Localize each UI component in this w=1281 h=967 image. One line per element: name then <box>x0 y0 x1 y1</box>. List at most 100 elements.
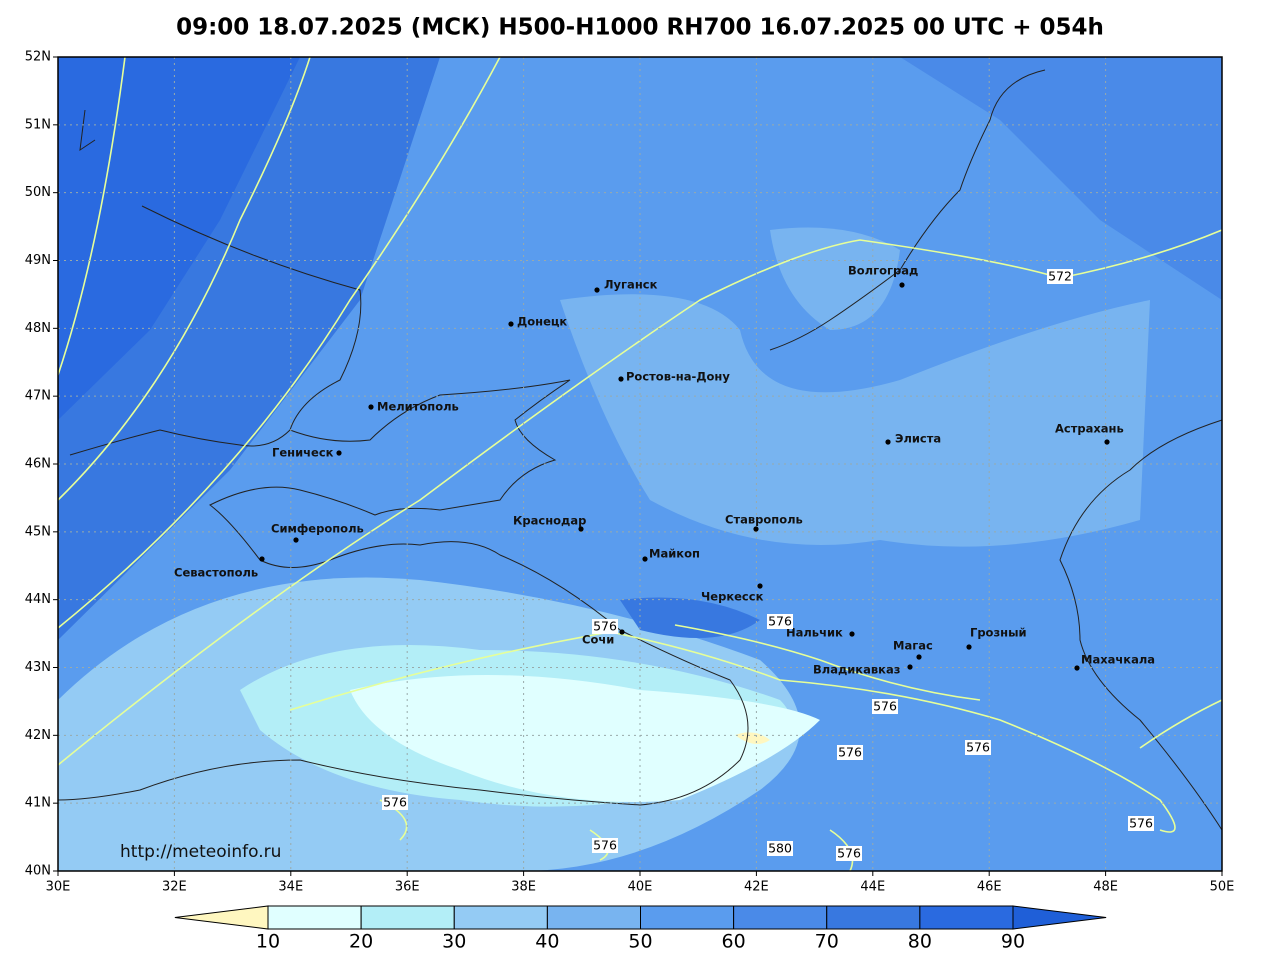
y-tick-label: 47N <box>25 389 51 404</box>
y-tick-label: 50N <box>25 185 51 200</box>
contour-label: 576 <box>383 795 407 810</box>
city-dot <box>508 321 514 327</box>
city-dot <box>753 526 759 532</box>
y-tick-label: 49N <box>25 253 51 268</box>
y-tick-label: 43N <box>25 660 51 675</box>
contour-label: 576 <box>593 619 617 634</box>
y-tick-label: 45N <box>25 524 51 539</box>
city-label: Ростов-на-Дону <box>626 370 730 384</box>
contour-label-box <box>767 614 793 629</box>
city-dot <box>916 654 922 660</box>
city-dot <box>757 583 763 589</box>
city-dot <box>899 282 905 288</box>
colorbar-tick-label: 50 <box>628 931 652 953</box>
city-dot <box>619 629 625 635</box>
x-tick-label: 30E <box>46 880 71 895</box>
y-tick-label: 52N <box>25 50 51 65</box>
city-dot <box>293 537 299 543</box>
contour-label: 576 <box>1129 816 1153 831</box>
city-dot <box>594 287 600 293</box>
city-label: Владикавказ <box>813 663 900 677</box>
city-label: Грозный <box>970 626 1027 640</box>
contour-label-box <box>592 838 618 853</box>
colorbar-tick-label: 90 <box>1001 931 1025 953</box>
y-tick-label: 46N <box>25 457 51 472</box>
colorbar-tick-label: 60 <box>722 931 746 953</box>
x-tick-label: 46E <box>977 880 1002 895</box>
city-label: Сочи <box>582 633 614 647</box>
x-tick-label: 38E <box>511 880 536 895</box>
colorbar-box <box>733 905 828 930</box>
graticule <box>58 57 1222 871</box>
x-tick-label: 44E <box>860 880 885 895</box>
contour-label-box <box>1047 269 1073 284</box>
city-dot <box>1074 665 1080 671</box>
city-label: Ставрополь <box>725 513 803 527</box>
city-label: Луганск <box>604 278 658 292</box>
city-label: Мелитополь <box>377 400 459 414</box>
contour-label: 576 <box>838 745 862 760</box>
contour-label-box <box>837 745 863 760</box>
colorbar-box <box>546 905 641 930</box>
contour-label: 580 <box>768 841 792 856</box>
y-tick-label: 44N <box>25 592 51 607</box>
contour-label: 576 <box>593 838 617 853</box>
city-dot <box>578 526 584 532</box>
city-label: Магас <box>893 639 933 653</box>
contour-label: 576 <box>966 740 990 755</box>
y-tick-label: 42N <box>25 728 51 743</box>
city-dot <box>336 450 342 456</box>
colorbar-box <box>453 905 548 930</box>
city-label: Черкесск <box>701 590 764 604</box>
city-label: Краснодар <box>513 514 586 528</box>
colorbar-tick-label: 80 <box>908 931 932 953</box>
colorbar-under <box>174 905 269 930</box>
colorbar-box <box>360 905 455 930</box>
colorbar-tick-label: 20 <box>349 931 373 953</box>
colorbar-tick-label: 40 <box>535 931 559 953</box>
colorbar-box <box>919 905 1014 930</box>
title: 09:00 18.07.2025 (МСК) H500-H1000 RH700 … <box>176 15 1104 41</box>
city-label: Симферополь <box>271 522 364 536</box>
city-dot <box>966 644 972 650</box>
city-label: Донецк <box>517 315 567 329</box>
city-label: Нальчик <box>786 626 843 640</box>
y-tick-label: 41N <box>25 796 51 811</box>
contour-label: 576 <box>837 846 861 861</box>
city-dot <box>259 556 265 562</box>
city-label: Севастополь <box>174 566 258 580</box>
contour-label-box <box>592 619 618 634</box>
x-tick-label: 32E <box>162 880 187 895</box>
colorbar-tick-label: 70 <box>815 931 839 953</box>
city-label: Элиста <box>895 432 941 446</box>
contour-label-box <box>767 841 793 856</box>
contour-label-box <box>965 740 991 755</box>
source-url: http://meteoinfo.ru <box>120 842 281 862</box>
x-tick-label: 48E <box>1093 880 1118 895</box>
city-dot <box>849 631 855 637</box>
x-tick-label: 40E <box>628 880 653 895</box>
contour-label: 576 <box>768 614 792 629</box>
city-label: Майкоп <box>649 547 700 561</box>
contour-label: 576 <box>873 699 897 714</box>
city-dot <box>618 376 624 382</box>
city-label: Махачкала <box>1081 653 1155 667</box>
city-dot <box>642 556 648 562</box>
colorbar-tick-label: 10 <box>256 931 280 953</box>
city-dot <box>885 439 891 445</box>
coastlines <box>57 69 1223 831</box>
contour-label-box <box>382 795 408 810</box>
x-tick-label: 50E <box>1210 880 1235 895</box>
colorbar-tick-label: 30 <box>442 931 466 953</box>
city-dot <box>907 664 913 670</box>
y-tick-label: 40N <box>25 864 51 879</box>
contour-label-box <box>872 699 898 714</box>
x-tick-label: 34E <box>278 880 303 895</box>
y-tick-label: 51N <box>25 117 51 132</box>
colorbar-box <box>267 905 362 930</box>
contour-label-box <box>1128 816 1154 831</box>
y-tick-label: 48N <box>25 321 51 336</box>
x-tick-label: 36E <box>395 880 420 895</box>
city-dot <box>368 404 374 410</box>
